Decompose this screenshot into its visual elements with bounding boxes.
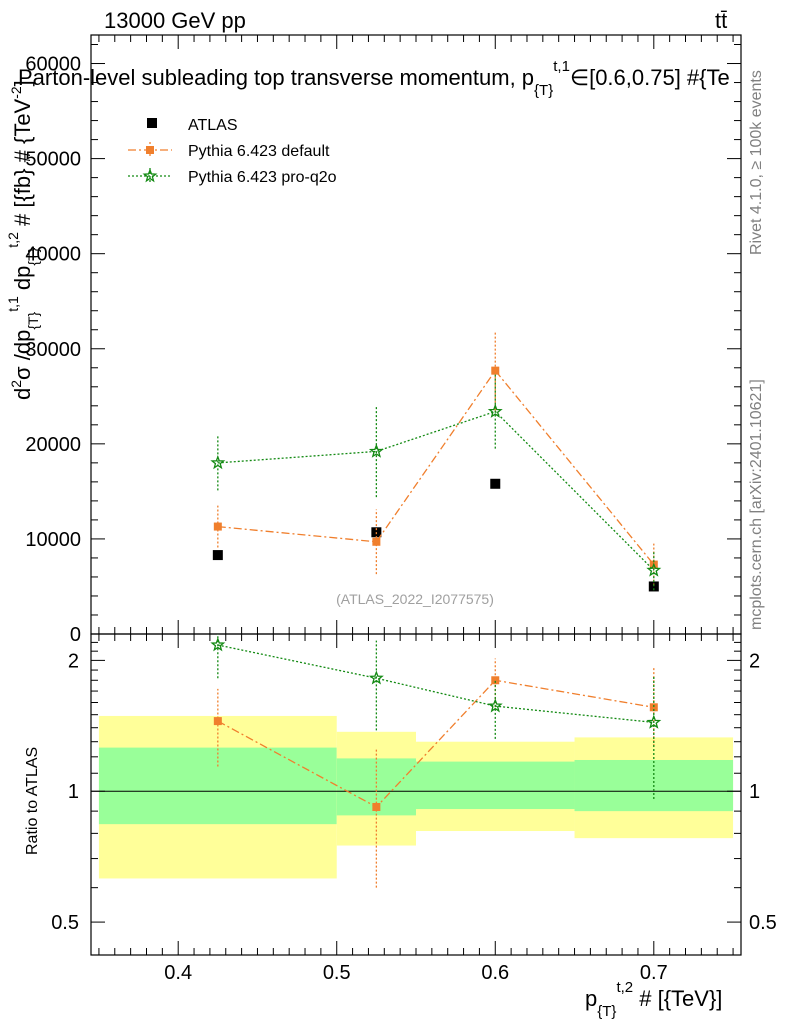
- main-ylabel: d2σ /dp{T}t,1 dp{T}t,2 # [{fb} # {TeV-2]: [5, 80, 41, 400]
- ratio-point-default: [491, 676, 500, 685]
- ratio-ytick-label-left: 0.5: [51, 912, 79, 934]
- xlabel-base: p: [585, 986, 597, 1011]
- main-series-line: [217, 410, 655, 571]
- ratio-ytick-label-left: 1: [68, 781, 79, 803]
- main-point-star: [646, 562, 662, 577]
- ratio-xtick-label: 0.6: [481, 962, 509, 984]
- ratio-point-star: [487, 698, 503, 713]
- main-point-atlas: [648, 581, 659, 592]
- main-ytick-label: 60000: [25, 54, 81, 76]
- xlabel-tail: # [{TeV}]: [633, 986, 722, 1011]
- ratio-xtick-label: 0.5: [323, 962, 351, 984]
- main-ytick-label: 50000: [25, 149, 81, 171]
- ratio-point-default: [213, 717, 222, 726]
- ylabel-supm2: -2: [8, 86, 24, 99]
- ratio-ytick-label-right: 2: [749, 650, 760, 672]
- ylabel-subT2: {T}: [25, 247, 41, 265]
- legend-proq2o-label: Pythia 6.423 pro-q2o: [188, 169, 337, 186]
- xlabel-sub: {T}: [597, 1003, 616, 1020]
- ylabel-close: ]: [10, 80, 35, 86]
- legend-atlas-marker: [147, 118, 157, 128]
- ylabel-supt1: t,1: [5, 296, 21, 312]
- main-ytick-label: 20000: [25, 434, 81, 456]
- legend-default-marker: [146, 146, 154, 154]
- ylabel-supt2: t,2: [5, 232, 21, 248]
- main-point-star: [368, 443, 384, 458]
- plot-title-base: Parton-level subleading top transverse m…: [18, 65, 534, 90]
- ratio-point-default: [372, 802, 381, 811]
- ratio-ytick-label-right: 0.5: [749, 912, 777, 934]
- legend-atlas-label: ATLAS: [188, 117, 238, 134]
- plot-title-tail: ∈[0.6,0.75] #{Te: [570, 65, 730, 90]
- ratio-series-line: [217, 644, 654, 724]
- ratio-series-line: [217, 679, 654, 808]
- mcplots-side-label: mcplots.cern.ch [arXiv:2401.10621]: [748, 379, 765, 630]
- plot-title-sub: {T}: [534, 82, 553, 99]
- ratio-panel: 0.5 0.5 1 1 2 2 0.4 0.5 0.6 0.7: [51, 633, 777, 984]
- legend: ATLAS Pythia 6.423 default Pythia 6.423 …: [128, 117, 337, 186]
- ylabel-d: d: [10, 388, 35, 400]
- ratio-band-inner: [98, 747, 337, 825]
- main-point-atlas: [212, 550, 223, 561]
- ratio-point-star: [646, 714, 662, 729]
- main-point-default: [372, 537, 381, 546]
- main-point-atlas: [490, 478, 501, 489]
- analysis-watermark: (ATLAS_2022_I2077575): [336, 591, 494, 607]
- process-label: tt̄: [715, 8, 727, 33]
- main-series-line: [217, 369, 655, 566]
- main-point-star: [487, 403, 503, 418]
- ratio-ylabel: Ratio to ATLAS: [24, 747, 41, 855]
- ylabel-dp2: dp: [10, 266, 35, 297]
- energy-label: 13000 GeV pp: [104, 8, 246, 33]
- ratio-xtick-label: 0.7: [640, 962, 668, 984]
- xlabel: p{T}t,2 # [{TeV}]: [585, 979, 722, 1020]
- xlabel-sup: t,2: [616, 979, 633, 996]
- ratio-point-default: [649, 703, 658, 712]
- legend-proq2o-marker: [142, 168, 158, 183]
- ylabel-sigma: σ /dp: [10, 330, 35, 380]
- main-ytick-label: 30000: [25, 339, 81, 361]
- ratio-point-star: [368, 670, 384, 685]
- main-panel: 0 10000 20000 30000 40000 50000 60000: [25, 34, 742, 646]
- main-point-default: [491, 366, 500, 375]
- ratio-ytick-label-right: 1: [749, 781, 760, 803]
- main-point-default: [213, 522, 222, 531]
- ratio-xtick-label: 0.4: [164, 962, 192, 984]
- ylabel-sup2: 2: [8, 380, 24, 388]
- main-ytick-label: 0: [70, 624, 81, 646]
- main-point-star: [210, 455, 226, 470]
- legend-default-label: Pythia 6.423 default: [188, 143, 330, 160]
- ylabel-subT1: {T}: [25, 311, 41, 329]
- main-ytick-label: 10000: [25, 529, 81, 551]
- plot-title: Parton-level subleading top transverse m…: [18, 58, 730, 99]
- rivet-side-label: Rivet 4.1.0, ≥ 100k events: [748, 70, 765, 255]
- ratio-ytick-label-left: 2: [68, 650, 79, 672]
- ratio-point-star: [210, 637, 226, 652]
- plot-title-sup: t,1: [553, 58, 570, 75]
- ylabel-units: # [{fb} # {TeV: [10, 98, 35, 232]
- main-ytick-label: 40000: [25, 244, 81, 266]
- ratio-band-inner: [416, 761, 575, 810]
